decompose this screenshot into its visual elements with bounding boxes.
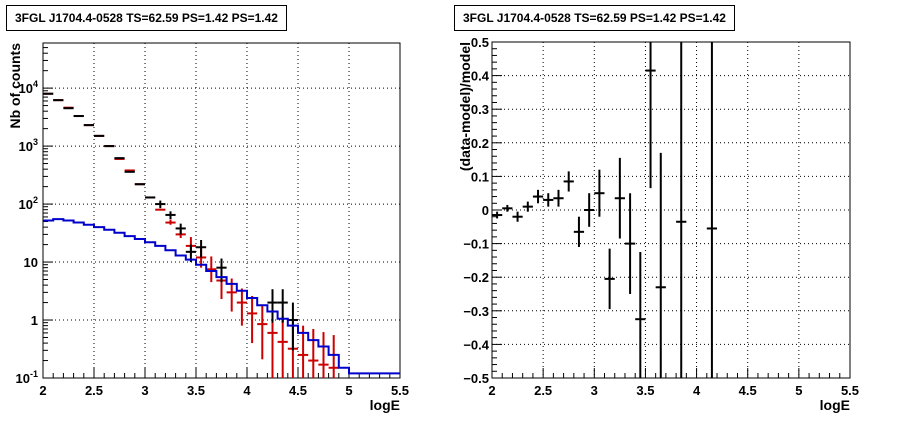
series-background — [43, 218, 400, 375]
x-tick-label: 2.5 — [534, 383, 552, 398]
y-axis-title: (data-model)/model — [457, 42, 473, 171]
y-tick-label: 103 — [19, 137, 38, 154]
x-tick-label: 2 — [39, 383, 46, 398]
y-axis-title: Nb of counts — [7, 43, 23, 129]
y-tick-label: 10-1 — [16, 369, 38, 386]
x-tick-label: 5 — [345, 383, 352, 398]
y-tick-label: 0.3 — [471, 102, 489, 117]
x-tick-label: 4.5 — [289, 383, 307, 398]
y-tick-label: 0.5 — [471, 35, 489, 50]
y-tick-label: 0.4 — [471, 69, 490, 84]
background-model-line — [43, 218, 400, 375]
x-tick-label: 4 — [693, 383, 701, 398]
plot-frame — [42, 42, 401, 379]
x-tick-label: 3.5 — [187, 383, 205, 398]
left-plot-title: 3FGL J1704.4-0528 TS=62.59 PS=1.42 PS=1.… — [6, 5, 287, 31]
series-residuals — [492, 42, 718, 378]
series-data — [43, 92, 298, 351]
x-tick-label: 5.5 — [391, 383, 409, 398]
y-tick-label: 0.1 — [471, 169, 489, 184]
y-tick-label: −0.5 — [463, 371, 489, 386]
x-tick-label: 2.5 — [85, 383, 103, 398]
y-tick-label: −0.4 — [463, 337, 489, 352]
right-plot-title: 3FGL J1704.4-0528 TS=62.59 PS=1.42 PS=1.… — [454, 5, 735, 31]
x-tick-label: 4.5 — [739, 383, 757, 398]
x-tick-label: 3.5 — [636, 383, 654, 398]
y-tick-label: 10 — [24, 255, 38, 270]
y-tick-label: 0.2 — [471, 136, 489, 151]
x-tick-label: 5.5 — [841, 383, 859, 398]
y-tick-label: −0.3 — [463, 304, 489, 319]
x-tick-label: 5 — [795, 383, 802, 398]
y-tick-label: 0 — [482, 203, 489, 218]
y-tick-label: −0.1 — [463, 237, 489, 252]
x-axis-title: logE — [370, 397, 400, 413]
x-axis-title: logE — [820, 397, 850, 413]
x-tick-label: 3 — [591, 383, 598, 398]
y-tick-label: 102 — [19, 195, 38, 212]
series-model — [43, 92, 339, 378]
x-tick-label: 2 — [488, 383, 495, 398]
x-tick-label: 3 — [141, 383, 148, 398]
x-tick-label: 4 — [243, 383, 251, 398]
y-tick-label: 1 — [31, 313, 38, 328]
plot-frame — [491, 41, 851, 379]
y-tick-label: −0.2 — [463, 270, 489, 285]
